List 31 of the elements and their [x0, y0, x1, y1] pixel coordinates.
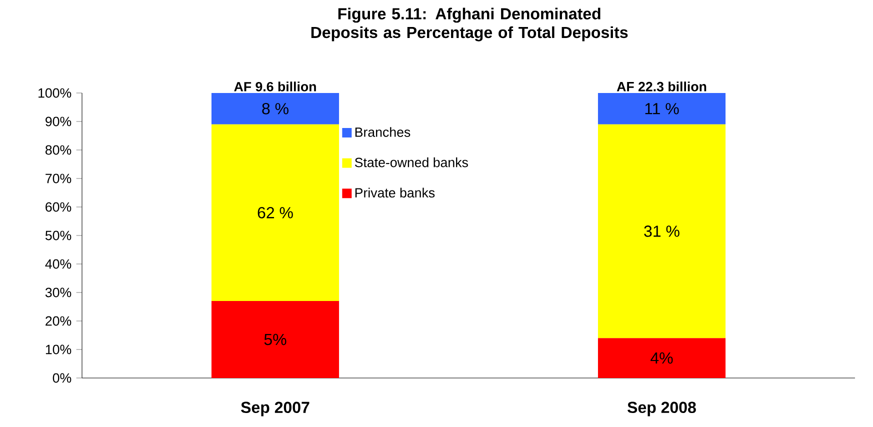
legend-label: Branches — [355, 127, 410, 137]
total-label: AF 9.6 billion — [234, 82, 316, 92]
x-tick-label: Sep 2007 — [241, 402, 310, 416]
annotation: 8 % — [262, 103, 288, 114]
bar — [211, 124, 340, 302]
y-tick-label: 50% — [45, 230, 72, 240]
y-tick-label: 80% — [46, 145, 72, 155]
bar — [598, 124, 726, 338]
chart-title: Figure 5.11: Afghani Denominated Deposits as Percentage of Total Deposits — [311, 8, 628, 42]
legend-label: State-owned banks — [354, 157, 468, 168]
annotation: 5% — [264, 334, 286, 346]
bar — [211, 92, 340, 124]
y-tick-label: 10% — [46, 344, 72, 354]
y-tick-label: 100% — [38, 88, 72, 98]
y-tick-label: 90% — [46, 116, 72, 126]
y-tick-label: 30% — [45, 288, 72, 298]
y-tick-label: 40% — [45, 259, 72, 269]
bar — [598, 338, 726, 378]
annotation: 4% — [650, 352, 673, 364]
y-tick-label: 60% — [46, 202, 72, 212]
y-tick-label: 20% — [46, 316, 72, 326]
y-tick-label: 0% — [52, 373, 72, 383]
annotation: 62 % — [258, 207, 293, 218]
x-tick-label: Sep 2008 — [628, 402, 696, 416]
annotation: 11 % — [645, 103, 679, 114]
legend-label: Private banks — [355, 188, 435, 198]
annotation: 31 % — [644, 226, 680, 237]
bar — [211, 301, 340, 378]
bar — [598, 92, 726, 124]
total-label: AF 22.3 billion — [616, 82, 706, 92]
y-tick-label: 70% — [46, 174, 72, 184]
